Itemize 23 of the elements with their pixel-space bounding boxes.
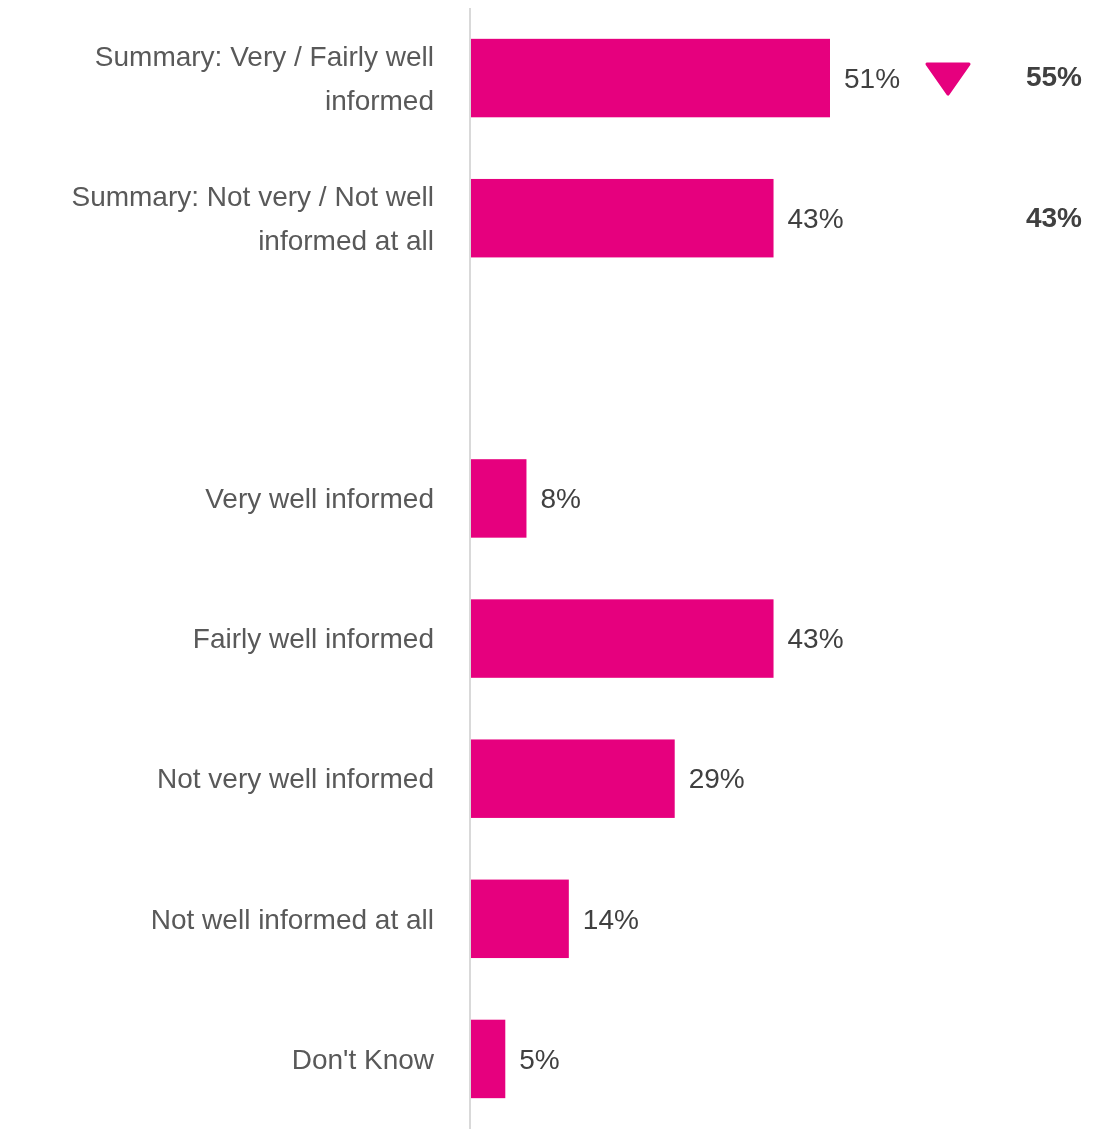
y-tick-label: Not well informed at all (150, 903, 434, 935)
bar (470, 879, 569, 959)
data-label: 29% (688, 763, 745, 795)
y-tick-label: Very well informed (205, 483, 434, 515)
y-tick-label: Fairly well informed (192, 623, 434, 655)
data-label: 5% (519, 1043, 560, 1075)
y-tick-label: Don't Know (291, 1043, 435, 1075)
data-label: 43% (787, 202, 844, 234)
data-label: 43% (787, 623, 844, 655)
text: 43% (1025, 201, 1083, 233)
bar (470, 739, 675, 818)
bar (470, 38, 830, 118)
y-tick-label: Not very well informed (157, 763, 434, 795)
data-label: 8% (540, 483, 581, 515)
data-label: 51% (844, 62, 901, 94)
y-tick-label: Summary: Very / Fairly well informed (94, 41, 434, 116)
y-tick-label: Summary: Not very / Not well informed at all (71, 181, 434, 256)
bar (470, 459, 527, 538)
data-label: 14% (582, 903, 639, 935)
bar (470, 178, 774, 258)
bar (470, 599, 774, 678)
text: 55% (1025, 61, 1083, 93)
bar (470, 1019, 506, 1099)
